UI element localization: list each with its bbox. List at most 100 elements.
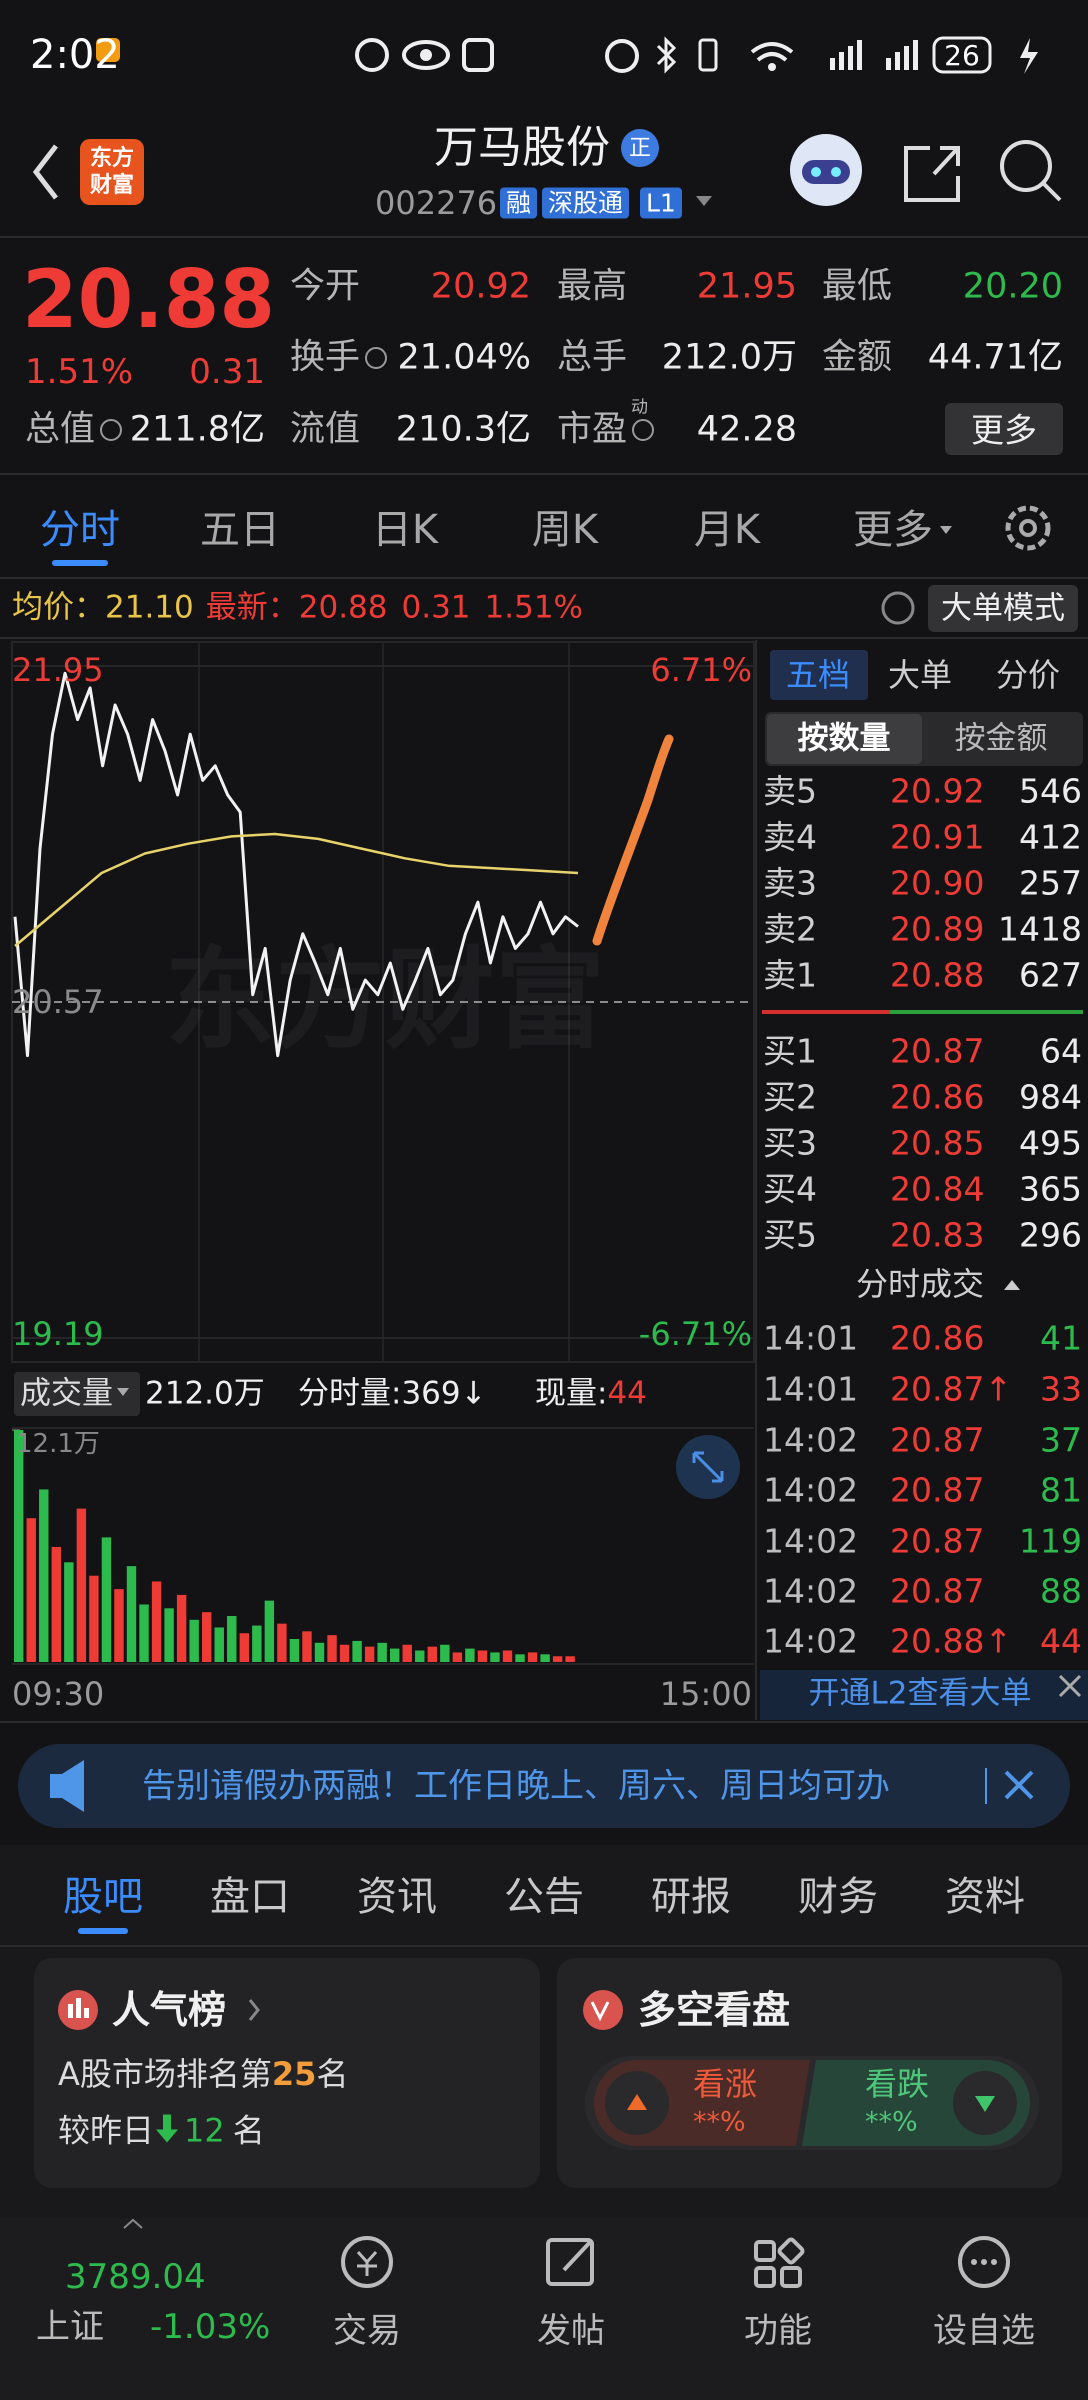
- selector-bg[interactable]: [14, 1372, 140, 1416]
- l2-promo-bg[interactable]: [760, 1670, 1088, 1720]
- field-value: 20.92: [430, 266, 531, 307]
- volume-bar: [402, 1644, 412, 1662]
- period-tab[interactable]: 分时: [40, 507, 120, 553]
- volume-bar: [465, 1648, 475, 1662]
- period-tab[interactable]: 周K: [531, 507, 599, 553]
- period-tab[interactable]: 月K: [693, 507, 761, 553]
- content-tab[interactable]: 公告: [504, 1874, 584, 1920]
- watchlist-icon: [971, 2259, 977, 2265]
- dropdown-icon[interactable]: [940, 526, 952, 534]
- label: 名: [316, 2055, 349, 2093]
- more-button[interactable]: 更多: [971, 410, 1037, 450]
- index-value[interactable]: 3789.04: [65, 2257, 206, 2297]
- content-tab[interactable]: 资讯: [357, 1874, 437, 1920]
- more-button-bg[interactable]: [945, 403, 1063, 455]
- label: 较昨日: [58, 2111, 155, 2149]
- search-button[interactable]: [1000, 140, 1052, 192]
- bull-label[interactable]: 看涨: [693, 2065, 758, 2103]
- x-axis-label: 09:30: [12, 1675, 105, 1713]
- content-tab[interactable]: 财务: [798, 1874, 878, 1920]
- close-button[interactable]: [1058, 1674, 1082, 1698]
- trade-price: 20.87: [890, 1571, 985, 1611]
- volume-bar: [76, 1508, 87, 1662]
- nav-item[interactable]: 功能: [744, 2311, 812, 2351]
- volume-bar: [327, 1635, 337, 1662]
- change-amount: 0.31: [189, 352, 265, 392]
- book-volume: 365: [1019, 1169, 1082, 1209]
- content-tab[interactable]: 盘口: [210, 1874, 290, 1920]
- down-arrow: [975, 2096, 995, 2112]
- volume-bar: [202, 1612, 212, 1662]
- dropdown-icon: [117, 1388, 129, 1396]
- indicator-selector[interactable]: 成交量: [20, 1375, 113, 1412]
- nav-item[interactable]: 设自选: [933, 2311, 1035, 2351]
- field-value: 211.8亿: [129, 409, 265, 450]
- period-tab[interactable]: 更多: [853, 507, 933, 553]
- period-volume: 分时量:369↓: [298, 1375, 487, 1412]
- trade-time: 14:01: [763, 1318, 859, 1358]
- badge-text: 正: [628, 136, 652, 161]
- banner-bg[interactable]: [18, 1744, 1070, 1828]
- field-value: 210.3亿: [395, 409, 531, 450]
- mode-option[interactable]: 按数量: [797, 720, 891, 757]
- nav-item[interactable]: 发帖: [537, 2311, 605, 2351]
- trade-icon[interactable]: [341, 2236, 393, 2288]
- book-level: 卖1: [763, 955, 817, 995]
- label: 名: [232, 2111, 265, 2149]
- info-icon: [100, 419, 122, 441]
- volume-bar: [151, 1581, 162, 1662]
- trades-title[interactable]: 分时成交: [855, 1265, 985, 1303]
- field-label: 今开: [290, 266, 361, 307]
- period-tab[interactable]: 日K: [371, 507, 439, 553]
- book-volume: 495: [1019, 1123, 1082, 1163]
- volume-bar: [252, 1625, 262, 1662]
- bear-label[interactable]: 看跌: [865, 2065, 930, 2103]
- field-label: 市盈: [557, 409, 628, 450]
- active-tab-bg: [770, 650, 868, 700]
- volume-bar: [14, 1430, 24, 1662]
- period-tab[interactable]: 五日: [200, 507, 280, 553]
- watchlist-icon[interactable]: [958, 2236, 1010, 2288]
- trade-volume: 88: [1040, 1571, 1082, 1611]
- volume-bar: [51, 1546, 61, 1662]
- settings-button: [1019, 519, 1037, 537]
- label: 1.51%: [484, 589, 584, 626]
- label: A股市场排名第: [58, 2055, 272, 2093]
- banner-text[interactable]: 告别请假办两融！工作日晚上、周六、周日均可办: [142, 1769, 890, 1803]
- volume-bar: [139, 1604, 149, 1662]
- book-tab[interactable]: 五档: [785, 656, 851, 694]
- back-button[interactable]: [32, 144, 58, 200]
- trade-price: 20.87: [890, 1521, 985, 1561]
- volume-bar: [377, 1642, 387, 1662]
- volume-bar: [339, 1644, 350, 1662]
- content-tab[interactable]: 资料: [945, 1874, 1025, 1920]
- bluetooth-icon: [656, 36, 677, 74]
- settings-button[interactable]: [1005, 505, 1051, 551]
- help-icon[interactable]: [881, 591, 915, 625]
- app-notice-icon: [96, 38, 120, 62]
- book-tab[interactable]: 大单: [887, 656, 953, 694]
- post-icon[interactable]: [546, 2238, 594, 2286]
- trade-price: 20.86: [890, 1318, 985, 1358]
- dropdown-icon[interactable]: [696, 196, 712, 206]
- sort-icon[interactable]: [1004, 1280, 1020, 1290]
- trade-icon: [356, 2250, 378, 2276]
- book-price: 20.90: [890, 863, 985, 903]
- close-button[interactable]: [1004, 1770, 1034, 1800]
- book-tab[interactable]: 分价: [995, 656, 1061, 694]
- mode-button[interactable]: 大单模式: [941, 590, 1065, 627]
- mode-option[interactable]: 按金额: [954, 720, 1048, 757]
- mode-button-bg[interactable]: [928, 585, 1078, 632]
- l2-promo[interactable]: 开通L2查看大单: [808, 1675, 1032, 1712]
- stock-tag: 深股通: [542, 187, 630, 219]
- label: 20.88: [298, 589, 388, 626]
- function-icon[interactable]: [754, 2237, 805, 2288]
- nav-item[interactable]: 交易: [333, 2311, 401, 2351]
- field-label: 换手: [290, 337, 361, 378]
- share-button[interactable]: [904, 146, 960, 202]
- content-tab[interactable]: 研报: [651, 1874, 731, 1920]
- content-tab[interactable]: 股吧: [63, 1874, 143, 1920]
- volume-bar: [390, 1648, 400, 1662]
- field-label: 总手: [557, 337, 628, 378]
